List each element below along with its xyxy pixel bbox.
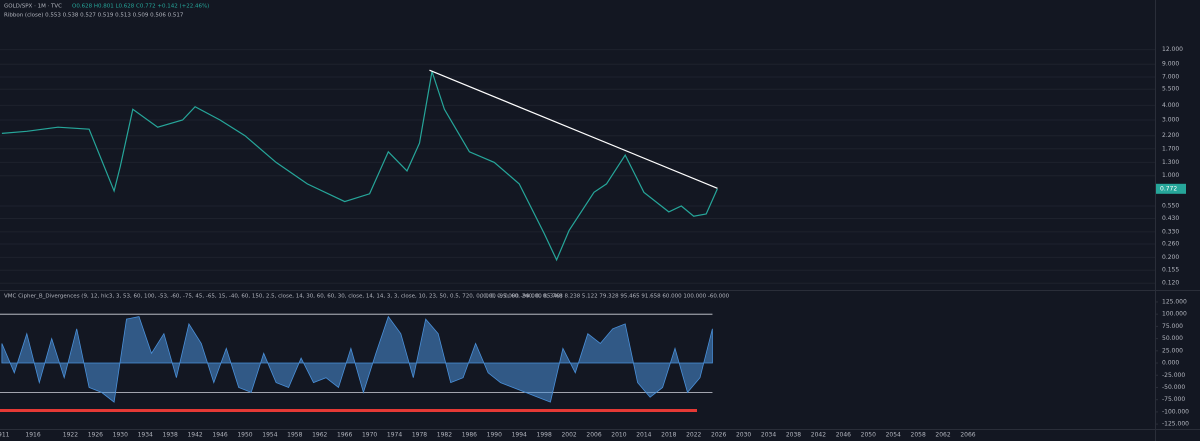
x-tick-label: 2058 <box>911 432 926 439</box>
x-tick-label: 2026 <box>711 432 726 439</box>
y-tick-label: 0.260 <box>1162 241 1179 248</box>
x-tick-label: 1966 <box>337 432 352 439</box>
y-tick-label: 0.330 <box>1162 228 1179 235</box>
x-tick-label: 1990 <box>487 432 502 439</box>
x-tick-label: 1930 <box>113 432 128 439</box>
x-tick-label: 1974 <box>387 432 402 439</box>
x-tick-label: 1986 <box>462 432 477 439</box>
y-tick-label: 50.000 <box>1162 335 1183 342</box>
x-tick-label: 1962 <box>312 432 327 439</box>
y-tick-label: 0.200 <box>1162 254 1179 261</box>
y-tick-label: 1.000 <box>1162 172 1179 179</box>
x-tick-label: 2042 <box>811 432 826 439</box>
y-tick-label: 4.000 <box>1162 102 1179 109</box>
y-tick-label: 0.120 <box>1162 280 1179 287</box>
y-tick-label: 100.000 <box>1162 311 1187 318</box>
x-tick-label: 2046 <box>836 432 851 439</box>
y-tick-label: 25.000 <box>1162 347 1183 354</box>
y-tick-label: 7.000 <box>1162 73 1179 80</box>
y-tick-label: -25.000 <box>1162 372 1185 379</box>
x-tick-label: 1950 <box>237 432 252 439</box>
last-price-badge <box>1156 183 1186 194</box>
y-tick-label: -125.000 <box>1162 421 1189 428</box>
y-tick-label: 9.000 <box>1162 61 1179 68</box>
x-tick-label: 1934 <box>138 432 153 439</box>
y-tick-label: 5.500 <box>1162 86 1179 93</box>
indicator-title: VMC Cipher_B_Divergences (9, 12, hlc3, 3… <box>4 294 562 300</box>
x-tick-label: 2054 <box>886 432 901 439</box>
x-tick-label: 1938 <box>163 432 178 439</box>
ohlc: O0.628 H0.801 L0.628 C0.772 +0.142 (+22.… <box>72 4 209 10</box>
x-tick-label: 1922 <box>63 432 78 439</box>
status-strip <box>0 409 697 412</box>
x-tick-label: 2062 <box>935 432 950 439</box>
wave-area <box>1 315 713 403</box>
y-tick-label: 0.000 <box>1162 360 1179 367</box>
y-tick-label: 1.700 <box>1162 145 1179 152</box>
x-tick-label: 2066 <box>960 432 975 439</box>
x-tick-label: 1958 <box>287 432 302 439</box>
y-tick-label: -50.000 <box>1162 384 1185 391</box>
x-tick-label: 1916 <box>25 432 40 439</box>
y-tick-label: 3.000 <box>1162 116 1179 123</box>
x-tick-label: 1982 <box>437 432 452 439</box>
x-tick-label: 1946 <box>212 432 227 439</box>
x-tick-label: 2010 <box>611 432 626 439</box>
x-tick-label: 2006 <box>586 432 601 439</box>
x-tick-label: 1954 <box>262 432 277 439</box>
x-tick-label: 1942 <box>187 432 202 439</box>
y-tick-label: 12.000 <box>1162 46 1183 53</box>
x-tick-label: 2034 <box>761 432 776 439</box>
trendline <box>429 69 718 189</box>
indicator-values: 0.000 -95.000 -99.000 85.768 8.238 5.122… <box>480 294 730 300</box>
last-price-label: 0.772 <box>1160 185 1177 192</box>
x-tick-label: 2050 <box>861 432 876 439</box>
y-tick-label: 0.155 <box>1162 267 1179 274</box>
x-tick-label: 2014 <box>636 432 651 439</box>
y-tick-label: 75.000 <box>1162 323 1183 330</box>
x-tick-label: 2030 <box>736 432 751 439</box>
x-tick-label: 1994 <box>512 432 527 439</box>
y-tick-label: 125.000 <box>1162 298 1187 305</box>
x-tick-label: 2018 <box>661 432 676 439</box>
x-tick-label: 1970 <box>362 432 377 439</box>
x-tick-label: 1978 <box>412 432 427 439</box>
y-tick-label: -100.000 <box>1162 408 1189 415</box>
symbol-title: GOLD/SPX · 1M · TVC <box>4 4 62 10</box>
y-tick-label: 0.430 <box>1162 215 1179 222</box>
price-line <box>1 71 718 262</box>
x-tick-label: 2002 <box>561 432 576 439</box>
y-tick-label: 0.550 <box>1162 203 1179 210</box>
x-tick-label: 1998 <box>537 432 552 439</box>
y-tick-label: 1.300 <box>1162 159 1179 166</box>
x-tick-label: 1926 <box>88 432 103 439</box>
ribbon-legend: Ribbon (close) 0.553 0.538 0.527 0.519 0… <box>4 13 184 19</box>
x-tick-label: 2022 <box>686 432 701 439</box>
x-tick-label: 2038 <box>786 432 801 439</box>
y-tick-label: -75.000 <box>1162 396 1185 403</box>
y-tick-label: 2.200 <box>1162 132 1179 139</box>
x-tick-label: 1911 <box>0 432 10 439</box>
